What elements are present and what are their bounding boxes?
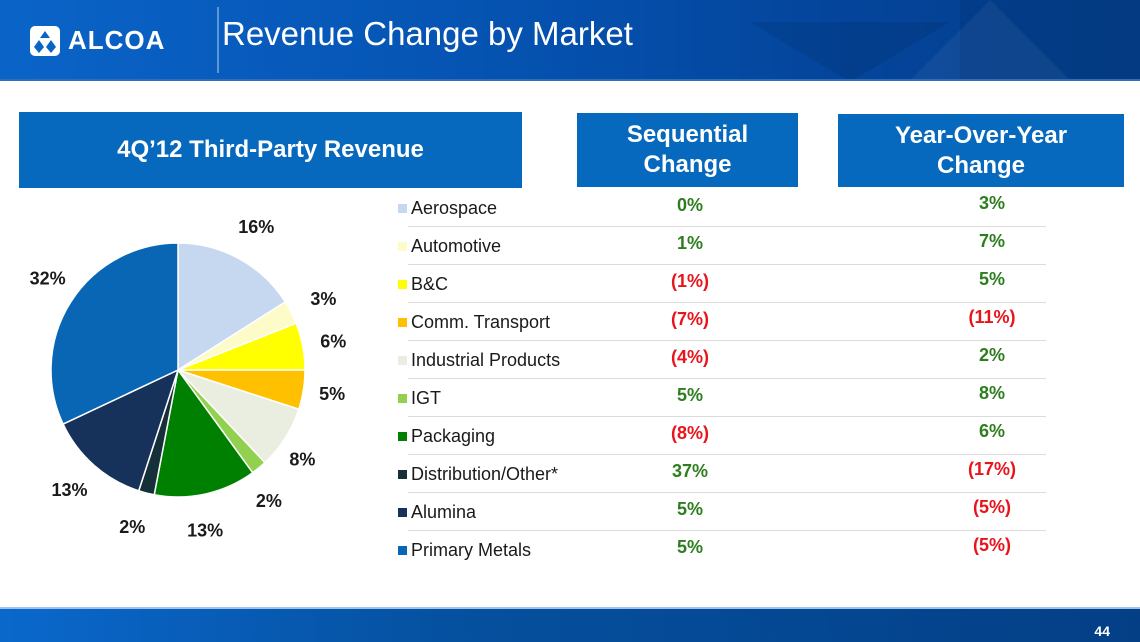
table-row: IGT 5% 8% [398,379,1046,417]
legend-swatch [398,546,407,555]
revenue-header-box: 4Q’12 Third-Party Revenue [19,112,522,188]
yoy-value: 2% [978,345,1005,365]
table-row: Primary Metals 5% (5%) [398,531,1046,568]
revenue-header-text: 4Q’12 Third-Party Revenue [117,136,424,163]
legend-swatch [398,356,407,365]
yoy-value: 7% [978,231,1005,251]
alcoa-logo-icon [30,25,60,56]
pie-data-label: 13% [51,480,87,500]
alcoa-logo: ALCOA [30,25,165,56]
page-number: 44 [1094,623,1110,639]
yoy-header-line2: Change [936,151,1025,179]
page-title: Revenue Change by Market [222,15,633,52]
yoy-value: 3% [978,193,1005,213]
market-label: Distribution/Other* [411,464,559,484]
table-row: Aerospace 0% 3% [398,189,1046,227]
legend-swatch [398,204,407,213]
pie-data-label: 16% [238,217,274,237]
market-label: B&C [411,274,449,294]
yoy-header-line1: Year-Over-Year [894,121,1068,149]
yoy-header-box: Year-Over-Year Change [838,114,1124,187]
pie-slice-aerospace [177,242,287,372]
header-decoration [960,0,1140,79]
pie-slice-alumina [62,368,180,492]
table-row: B&C (1%) 5% [398,265,1046,303]
sequential-header-box: Sequential Change [577,113,798,187]
sequential-header-line1: Sequential [626,121,749,148]
pie-data-label: 2% [256,491,282,511]
logo-text: ALCOA [68,25,166,55]
sequential-value: 1% [676,233,703,253]
yoy-value: 8% [978,383,1005,403]
pie-slice-primary-metals [50,242,179,426]
pie-data-label: 32% [30,269,66,289]
market-label: IGT [411,388,441,408]
header-decoration [750,22,950,79]
sequential-value: (1%) [670,271,709,291]
sequential-value: 5% [676,385,703,405]
pie-data-label: 8% [289,449,315,469]
table-row: Automotive 1% 7% [398,227,1046,265]
market-label: Primary Metals [411,540,532,560]
market-label: Comm. Transport [411,312,551,332]
sequential-header-line2: Change [643,151,732,178]
market-label: Packaging [411,426,496,446]
table-row: Alumina 5% (5%) [398,493,1046,531]
table-row: Industrial Products (4%) 2% [398,341,1046,379]
market-change-table: Aerospace 0% 3% Automotive 1% 7% B&C (1%) 5% C… [396,189,1046,568]
pie-data-label: 2% [119,517,145,537]
legend-swatch [398,394,407,403]
market-label: Aerospace [411,198,498,218]
yoy-value: (5%) [972,535,1011,555]
legend-swatch [398,280,407,289]
table-row: Packaging (8%) 6% [398,417,1046,455]
market-label: Alumina [411,502,477,522]
table-row: Distribution/Other* 37% (17%) [398,455,1046,493]
revenue-pie-chart: 16% 3% 6% 5% 8% 2% 13% 2% 13% 32% [30,217,347,540]
pie-slice-packaging [153,368,254,498]
yoy-value: 6% [978,421,1005,441]
pie-data-label: 13% [187,520,223,540]
sequential-value: (8%) [670,423,709,443]
legend-swatch [398,508,407,517]
sequential-value: 0% [676,195,703,215]
table-row: Comm. Transport (7%) (11%) [398,303,1046,341]
header-banner: ALCOA Revenue Change by Market [0,0,1140,81]
market-label: Automotive [411,236,502,256]
yoy-value: (11%) [968,307,1016,327]
sequential-value: (7%) [670,309,709,329]
footer-bar: 44 [0,607,1140,642]
header-decoration [910,0,1070,79]
legend-swatch [398,242,407,251]
sequential-value: 5% [676,499,703,519]
sequential-value: 37% [671,461,709,481]
pie-data-label: 3% [310,289,336,309]
pie-data-label: 5% [319,384,345,404]
legend-swatch [398,470,407,479]
header-divider [217,7,219,73]
yoy-value: 5% [978,269,1005,289]
yoy-value: (17%) [967,459,1016,479]
legend-swatch [398,432,407,441]
legend-swatch [398,318,407,327]
sequential-value: (4%) [670,347,709,367]
pie-data-label: 6% [320,332,346,352]
yoy-value: (5%) [972,497,1011,517]
market-label: Industrial Products [411,350,561,370]
sequential-value: 5% [676,537,703,557]
